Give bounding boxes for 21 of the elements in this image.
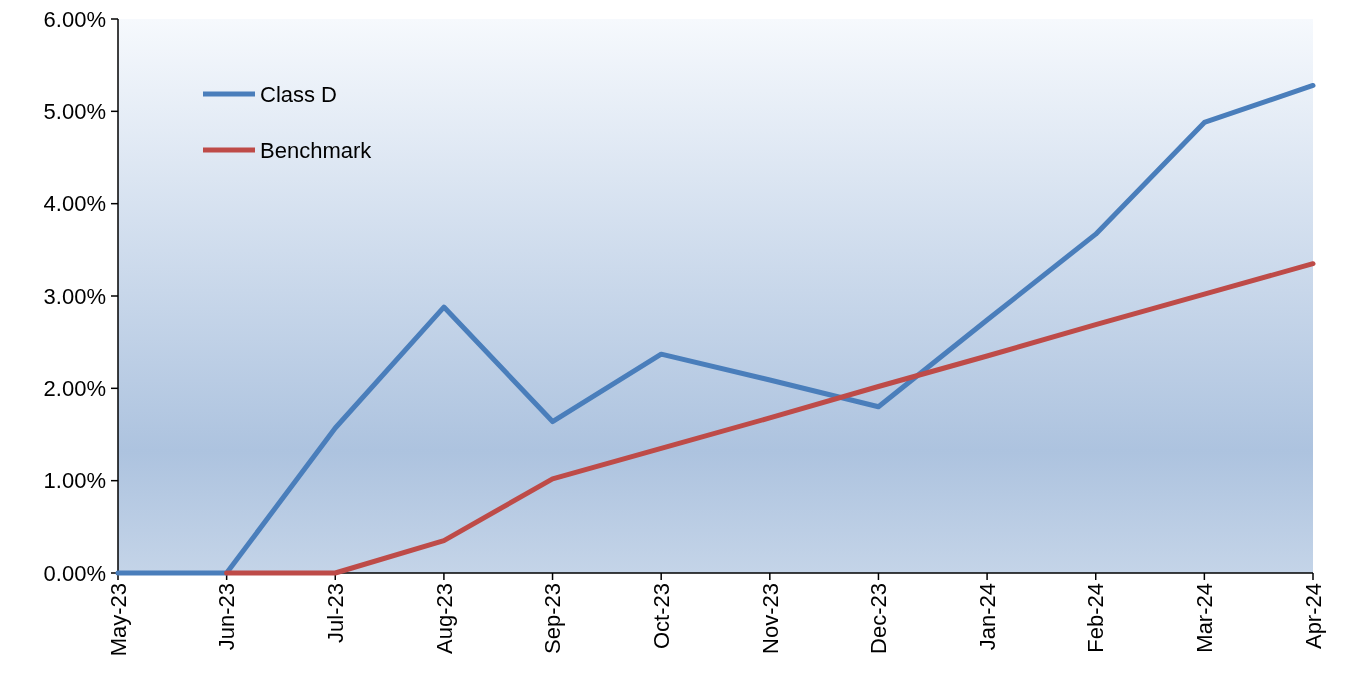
legend-label: Class D [260, 81, 338, 107]
x-tick-label: Nov-23 [757, 583, 783, 654]
x-tick-label: May-23 [105, 583, 131, 657]
x-tick-label: Sep-23 [540, 583, 566, 654]
y-tick-label: 0.00% [43, 560, 106, 586]
legend-label: Benchmark [260, 137, 373, 163]
y-tick-label: 3.00% [43, 283, 106, 309]
x-tick-label: Oct-23 [648, 583, 674, 650]
x-tick-label: Jan-24 [974, 583, 1000, 651]
x-tick-label: Mar-24 [1192, 583, 1218, 653]
y-tick-label: 1.00% [43, 468, 106, 494]
y-tick-label: 6.00% [43, 6, 106, 32]
x-tick-label: Aug-23 [431, 583, 457, 654]
x-tick-label: Jul-23 [322, 583, 348, 643]
x-tick-label: Apr-24 [1300, 583, 1326, 650]
y-tick-label: 5.00% [43, 99, 106, 125]
y-tick-label: 4.00% [43, 191, 106, 217]
x-tick-label: Dec-23 [866, 583, 892, 654]
y-tick-label: 2.00% [43, 376, 106, 402]
x-tick-label: Feb-24 [1083, 583, 1109, 653]
x-tick-label: Jun-23 [214, 583, 240, 651]
